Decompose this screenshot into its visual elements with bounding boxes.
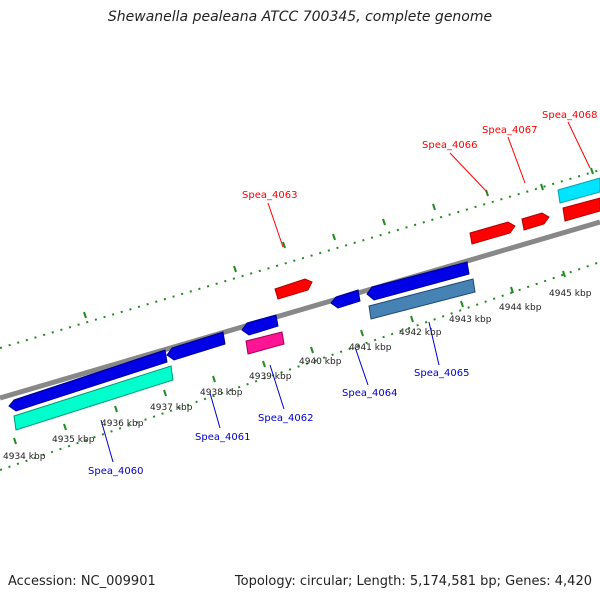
- gene-spea-4064[interactable]: [330, 289, 361, 309]
- label-spea-4066[interactable]: Spea_4066: [422, 140, 477, 151]
- label-spea-4068[interactable]: Spea_4068: [542, 110, 597, 121]
- gene-spea-4061[interactable]: [166, 331, 226, 361]
- label-spea-4064[interactable]: Spea_4064: [342, 388, 397, 399]
- inner-major-ticks: [13, 270, 566, 445]
- gene-spea-4068[interactable]: [562, 197, 600, 222]
- gene-spea-4067[interactable]: [521, 212, 550, 231]
- gene-spea-4066[interactable]: [469, 221, 516, 245]
- gene-spea-4062-trna[interactable]: [245, 331, 285, 355]
- tick-label: 4943 kbp: [449, 315, 492, 325]
- genome-summary-text: Topology: circular; Length: 5,174,581 bp…: [234, 574, 592, 589]
- gene-spea-4060-blue[interactable]: [8, 349, 168, 412]
- gene-spea-4060-rrna[interactable]: [13, 365, 174, 431]
- genome-backbone: [0, 219, 600, 401]
- reverse-labels: Spea_4060 Spea_4061 Spea_4062 Spea_4064 …: [88, 368, 469, 477]
- tick-label: 4937 kbp: [150, 403, 193, 413]
- outer-tick-track: [0, 169, 600, 349]
- tick-label: 4934 kbp: [3, 452, 46, 462]
- gene-spea-4063[interactable]: [274, 278, 313, 300]
- forward-labels: Spea_4063 Spea_4066 Spea_4067 Spea_4068: [242, 110, 597, 201]
- map-title: Shewanella pealeana ATCC 700345, complet…: [107, 9, 493, 25]
- label-spea-4060[interactable]: Spea_4060: [88, 466, 143, 477]
- tick-label: 4944 kbp: [499, 303, 542, 313]
- gene-spea-4062-blue[interactable]: [241, 314, 279, 336]
- outer-major-ticks: [83, 167, 594, 319]
- label-spea-4062[interactable]: Spea_4062: [258, 413, 313, 424]
- label-spea-4063[interactable]: Spea_4063: [242, 190, 297, 201]
- tick-label: 4945 kbp: [549, 289, 592, 299]
- forward-label-leaders: [267, 121, 591, 248]
- tick-label: 4941 kbp: [349, 343, 392, 353]
- reverse-label-leaders: [100, 321, 440, 463]
- kbp-tick-labels: 4934 kbp 4935 kbp 4936 kbp 4937 kbp 4938…: [3, 289, 592, 462]
- tick-label: 4935 kbp: [52, 435, 95, 445]
- gene-spea-4065-steel[interactable]: [368, 278, 476, 320]
- tick-label: 4940 kbp: [299, 357, 342, 367]
- tick-label: 4936 kbp: [101, 419, 144, 429]
- tick-label: 4939 kbp: [249, 372, 292, 382]
- tick-label: 4938 kbp: [200, 388, 243, 398]
- label-spea-4067[interactable]: Spea_4067: [482, 125, 537, 136]
- feature-spea-4068-cyan[interactable]: [557, 177, 600, 204]
- tick-label: 4942 kbp: [399, 328, 442, 338]
- label-spea-4065[interactable]: Spea_4065: [414, 368, 469, 379]
- label-spea-4061[interactable]: Spea_4061: [195, 432, 250, 443]
- accession-text: Accession: NC_009901: [8, 574, 156, 589]
- gene-spea-4065-blue[interactable]: [366, 261, 470, 301]
